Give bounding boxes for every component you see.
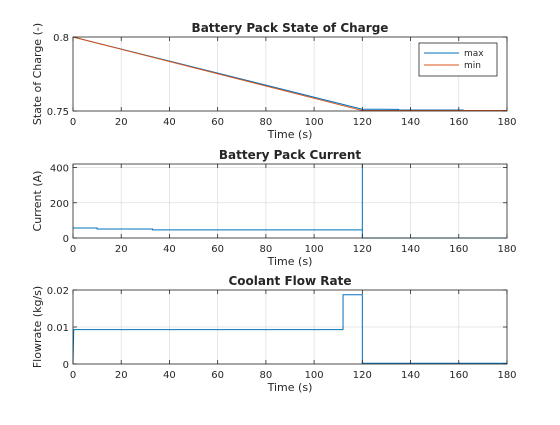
x-tick-label: 60	[211, 244, 224, 255]
subplot-3: 0 20 40 60 80 100 120 140 160 180 0 0.01 0.02 Coolant…	[31, 274, 517, 394]
x-tick-label: 80	[260, 244, 273, 255]
x-axis-label: Time (s)	[267, 255, 313, 268]
x-tick-label: 0	[70, 117, 76, 128]
x-tick-label: 60	[211, 117, 224, 128]
y-tick-label: 0.01	[47, 323, 69, 334]
y-tick-label: 0	[63, 360, 69, 371]
y-tick-label: 0.8	[53, 33, 69, 44]
y-tick-label: 0.75	[47, 107, 69, 118]
subplot-1: 0 20 40 60 80 100 120 140 160 180 0.75 0.8 Battery P…	[31, 21, 517, 141]
axes-frame	[72, 163, 508, 239]
y-tick-label: 200	[50, 199, 69, 210]
x-tick-label: 120	[353, 244, 372, 255]
x-tick-label: 100	[305, 117, 324, 128]
x-tick-label: 40	[163, 244, 176, 255]
x-tick-label: 140	[401, 244, 420, 255]
x-tick-label: 160	[449, 117, 468, 128]
chart-title: Battery Pack State of Charge	[192, 21, 389, 35]
x-tick-label: 180	[497, 117, 516, 128]
y-tick-label: 0.02	[47, 286, 69, 297]
x-tick-label: 40	[163, 117, 176, 128]
x-tick-label: 0	[70, 370, 76, 381]
legend-box	[418, 42, 498, 77]
legend: max min	[418, 42, 498, 77]
series-line-series-1	[73, 164, 507, 239]
x-tick-label: 80	[260, 117, 273, 128]
x-tick-label: 40	[163, 370, 176, 381]
x-tick-label: 20	[115, 244, 128, 255]
subplot-2: 0 20 40 60 80 100 120 140 160 180 0 200 400 Battery P…	[31, 148, 517, 268]
x-tick-label: 180	[497, 244, 516, 255]
chart-title: Coolant Flow Rate	[229, 274, 352, 288]
y-axis-label: State of Charge (-)	[31, 23, 44, 125]
y-tick-label: 400	[50, 164, 69, 175]
x-axis-label: Time (s)	[267, 128, 313, 141]
x-tick-label: 100	[305, 244, 324, 255]
x-tick-label: 60	[211, 370, 224, 381]
legend-label-max: max	[464, 49, 484, 59]
y-tick-label: 0	[63, 234, 69, 245]
y-axis-label: Flowrate (kg/s)	[31, 286, 44, 368]
x-tick-label: 100	[305, 370, 324, 381]
x-tick-label: 20	[115, 370, 128, 381]
x-tick-label: 20	[115, 117, 128, 128]
series-line-max	[72, 36, 464, 111]
x-tick-label: 140	[401, 370, 420, 381]
x-tick-label: 140	[401, 117, 420, 128]
x-tick-label: 160	[449, 244, 468, 255]
y-axis-label: Current (A)	[31, 171, 44, 232]
x-tick-label: 80	[260, 370, 273, 381]
x-tick-label: 0	[70, 244, 76, 255]
chart-title: Battery Pack Current	[219, 148, 361, 162]
x-tick-label: 160	[449, 370, 468, 381]
x-tick-label: 180	[497, 370, 516, 381]
x-tick-label: 120	[353, 370, 372, 381]
x-axis-label: Time (s)	[267, 381, 313, 394]
plot-area	[73, 164, 507, 238]
legend-label-min: min	[464, 61, 481, 71]
axes-frame	[72, 36, 508, 112]
x-tick-label: 120	[353, 117, 372, 128]
